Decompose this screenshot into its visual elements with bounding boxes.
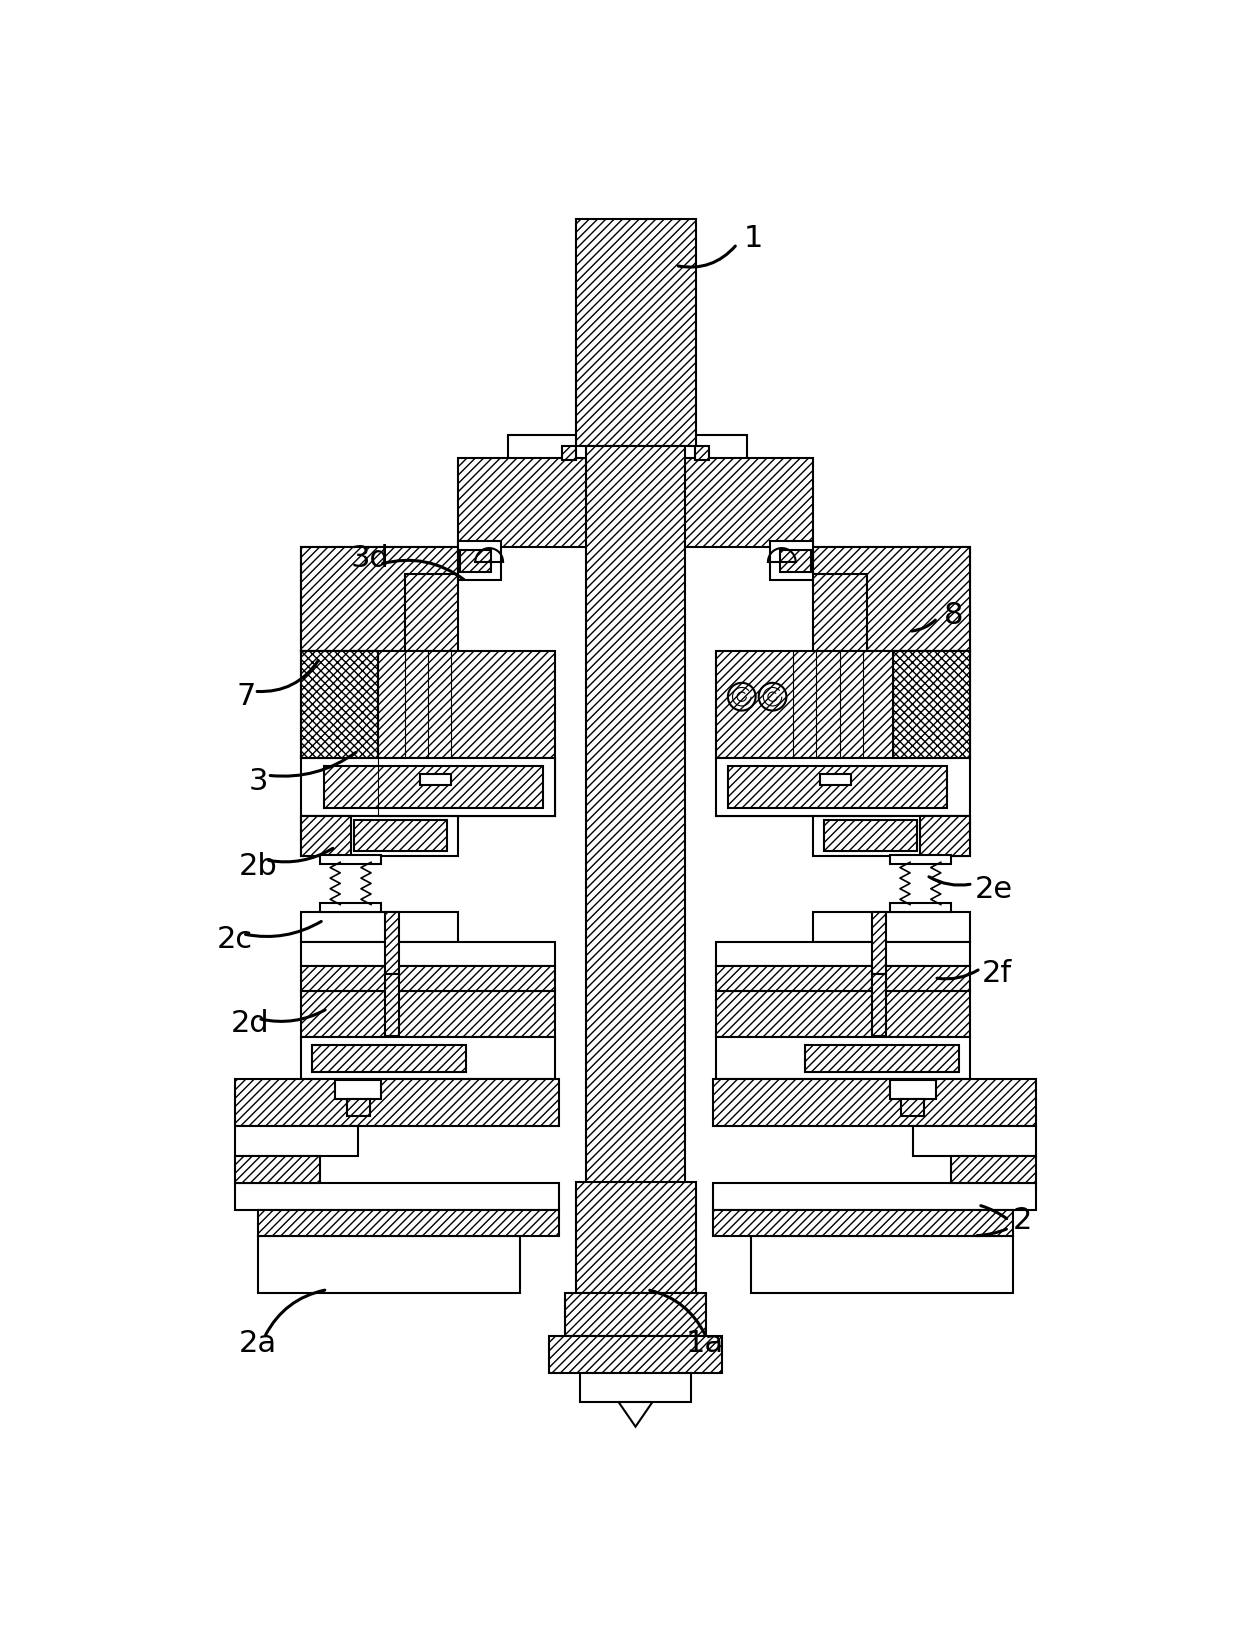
Bar [300,1037,554,1079]
Text: 3d: 3d [351,543,389,572]
Text: 2e: 2e [975,875,1012,904]
Bar [355,819,446,850]
Text: 1: 1 [743,224,763,253]
Bar [821,773,851,785]
Bar [324,767,543,808]
Bar [901,1099,924,1117]
Bar [236,1125,358,1156]
Bar [300,759,554,816]
Bar [386,974,399,1035]
Text: 8: 8 [944,602,963,631]
Bar [300,991,554,1037]
Bar [889,855,951,863]
Bar [300,966,554,991]
Bar [717,1037,971,1079]
Bar [320,855,382,863]
Bar [717,759,971,816]
Bar [717,966,971,991]
Bar [812,546,971,651]
Bar [694,446,708,461]
Bar [320,903,382,912]
Text: 2: 2 [1013,1205,1032,1234]
Bar [717,991,971,1037]
Text: 1a: 1a [686,1329,724,1359]
Text: 2a: 2a [239,1329,278,1359]
Bar [420,773,450,785]
Polygon shape [619,1403,652,1427]
Bar [236,1079,558,1125]
Bar [347,1099,370,1117]
Bar [825,819,916,850]
Bar [300,816,459,857]
Bar [258,1210,558,1236]
Bar [713,1184,1035,1210]
Bar [300,816,351,857]
Bar [460,551,491,572]
Bar [717,942,971,966]
Bar [805,1045,959,1071]
Bar [812,816,971,857]
Bar [713,1210,1013,1236]
Bar [563,446,577,461]
Bar [913,1125,1035,1156]
Bar [459,541,501,580]
Bar [751,1236,1013,1293]
Bar [872,974,885,1035]
Bar [780,551,811,572]
Text: 2c: 2c [217,925,253,953]
Bar [580,1373,691,1403]
Bar [713,1079,1035,1125]
Bar [872,912,885,974]
Bar [728,767,947,808]
Bar [236,1156,320,1184]
Bar [312,1045,466,1071]
Bar [236,1184,558,1210]
Bar [951,1156,1035,1184]
Text: 2b: 2b [239,852,278,881]
Bar [300,912,459,942]
Bar [812,912,971,942]
Polygon shape [300,546,459,651]
Bar [587,446,684,1185]
Bar [335,1081,382,1099]
Bar [258,1236,520,1293]
Polygon shape [812,546,971,651]
Bar [508,435,748,464]
Text: 7: 7 [237,682,257,711]
Bar [889,1081,936,1099]
Bar [386,912,399,974]
Bar [459,458,812,546]
Bar [770,541,812,580]
Bar [577,1182,696,1293]
Bar [920,816,971,857]
Bar [300,546,459,651]
Bar [889,903,951,912]
Text: 2f: 2f [982,960,1012,989]
Bar [300,651,377,759]
Bar [717,651,971,759]
Bar [564,1293,707,1336]
Bar [549,1336,722,1373]
Bar [300,651,554,759]
Bar [300,942,554,966]
Text: 2d: 2d [231,1009,270,1038]
Bar [894,651,971,759]
Text: 3: 3 [248,767,268,796]
Bar [577,219,696,446]
